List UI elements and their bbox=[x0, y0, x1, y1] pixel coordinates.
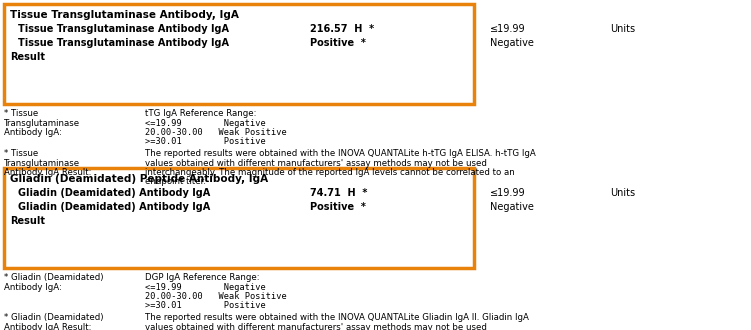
Text: values obtained with different manufacturers' assay methods may not be used: values obtained with different manufactu… bbox=[145, 322, 487, 330]
Text: ≤19.99: ≤19.99 bbox=[490, 188, 526, 198]
Text: endpoint titer.: endpoint titer. bbox=[145, 178, 206, 186]
Text: Antibody IgA Result:: Antibody IgA Result: bbox=[4, 168, 92, 177]
Text: 20.00-30.00   Weak Positive: 20.00-30.00 Weak Positive bbox=[145, 292, 287, 301]
Text: 20.00-30.00   Weak Positive: 20.00-30.00 Weak Positive bbox=[145, 128, 287, 137]
Text: * Gliadin (Deamidated): * Gliadin (Deamidated) bbox=[4, 313, 104, 322]
Text: Antibody IgA Result:: Antibody IgA Result: bbox=[4, 322, 92, 330]
Text: Tissue Transglutaminase Antibody IgA: Tissue Transglutaminase Antibody IgA bbox=[18, 38, 229, 48]
FancyBboxPatch shape bbox=[4, 4, 474, 104]
Text: Transglutaminase: Transglutaminase bbox=[4, 158, 80, 168]
Text: <=19.99        Negative: <=19.99 Negative bbox=[145, 282, 266, 291]
Text: Units: Units bbox=[610, 188, 635, 198]
Text: Antibody IgA:: Antibody IgA: bbox=[4, 128, 62, 137]
FancyBboxPatch shape bbox=[4, 168, 474, 268]
Text: Units: Units bbox=[610, 24, 635, 34]
Text: Result: Result bbox=[10, 216, 45, 226]
Text: tTG IgA Reference Range:: tTG IgA Reference Range: bbox=[145, 109, 257, 118]
Text: Transglutaminase: Transglutaminase bbox=[4, 118, 80, 127]
Text: Gliadin (Deamidated) Antibody IgA: Gliadin (Deamidated) Antibody IgA bbox=[18, 202, 210, 212]
Text: values obtained with different manufacturers' assay methods may not be used: values obtained with different manufactu… bbox=[145, 158, 487, 168]
Text: Negative: Negative bbox=[490, 202, 534, 212]
Text: 216.57  H  *: 216.57 H * bbox=[310, 24, 374, 34]
Text: Positive  *: Positive * bbox=[310, 202, 366, 212]
Text: DGP IgA Reference Range:: DGP IgA Reference Range: bbox=[145, 273, 260, 282]
Text: >=30.01        Positive: >=30.01 Positive bbox=[145, 138, 266, 147]
Text: The reported results were obtained with the INOVA QUANTALite Gliadin IgA II. Gli: The reported results were obtained with … bbox=[145, 313, 529, 322]
Text: Gliadin (Deamidated) Antibody IgA: Gliadin (Deamidated) Antibody IgA bbox=[18, 188, 210, 198]
Text: Tissue Transglutaminase Antibody IgA: Tissue Transglutaminase Antibody IgA bbox=[18, 24, 229, 34]
Text: <=19.99        Negative: <=19.99 Negative bbox=[145, 118, 266, 127]
Text: * Tissue: * Tissue bbox=[4, 149, 38, 158]
Text: Result: Result bbox=[10, 52, 45, 62]
Text: 74.71  H  *: 74.71 H * bbox=[310, 188, 367, 198]
Text: * Tissue: * Tissue bbox=[4, 109, 38, 118]
Text: >=30.01        Positive: >=30.01 Positive bbox=[145, 302, 266, 311]
Text: Tissue Transglutaminase Antibody, IgA: Tissue Transglutaminase Antibody, IgA bbox=[10, 10, 239, 20]
Text: The reported results were obtained with the INOVA QUANTALite h-tTG IgA ELISA. h-: The reported results were obtained with … bbox=[145, 149, 535, 158]
Text: Gliadin (Deamidated) Peptide Antibody, IgA: Gliadin (Deamidated) Peptide Antibody, I… bbox=[10, 174, 268, 184]
Text: interchangeably. The magnitude of the reported IgA levels cannot be correlated t: interchangeably. The magnitude of the re… bbox=[145, 168, 514, 177]
Text: Antibody IgA:: Antibody IgA: bbox=[4, 282, 62, 291]
Text: ≤19.99: ≤19.99 bbox=[490, 24, 526, 34]
Text: * Gliadin (Deamidated): * Gliadin (Deamidated) bbox=[4, 273, 104, 282]
Text: Positive  *: Positive * bbox=[310, 38, 366, 48]
Text: Negative: Negative bbox=[490, 38, 534, 48]
